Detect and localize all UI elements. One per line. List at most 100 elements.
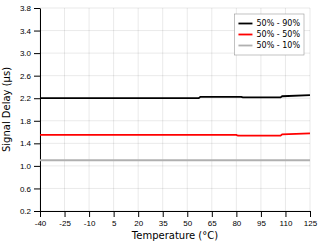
x-tick-label: -10 bbox=[84, 219, 96, 228]
axis-line bbox=[40, 9, 41, 212]
legend-item: 50% - 10% bbox=[238, 41, 300, 50]
series-line bbox=[40, 133, 310, 135]
x-tick-mark bbox=[236, 211, 237, 217]
x-tick-mark bbox=[187, 211, 188, 217]
series-line bbox=[40, 95, 310, 98]
x-tick-mark bbox=[138, 211, 139, 217]
x-tick-label: 20 bbox=[134, 219, 143, 228]
y-tick-label: 2.2 bbox=[20, 94, 32, 103]
x-tick-mark bbox=[261, 211, 262, 217]
y-tick: 1.0 bbox=[20, 162, 40, 171]
x-tick: 80 bbox=[232, 211, 241, 228]
plot: -40 -25 -10 5 20 35 50 65 80 95 110 125 0.2 0.6 1.0 1.4… bbox=[20, 4, 318, 228]
legend-swatch bbox=[238, 34, 252, 36]
y-tick-mark bbox=[34, 53, 40, 54]
grid-line-y bbox=[40, 211, 310, 212]
y-tick: 3.8 bbox=[20, 4, 40, 13]
x-tick-mark bbox=[212, 211, 213, 217]
x-axis: -40 -25 -10 5 20 35 50 65 80 95 110 125 bbox=[35, 211, 318, 228]
grid-line-x bbox=[138, 8, 139, 211]
x-tick-mark bbox=[65, 211, 66, 217]
grid-line-x bbox=[162, 8, 163, 211]
grid-line-x bbox=[310, 8, 311, 211]
x-tick: 5 bbox=[112, 211, 117, 228]
y-tick-label: 0.2 bbox=[20, 207, 32, 216]
y-tick: 0.6 bbox=[20, 185, 40, 194]
grid-line-y bbox=[40, 8, 310, 9]
y-tick-mark bbox=[34, 166, 40, 167]
x-tick: 20 bbox=[134, 211, 143, 228]
y-tick: 2.6 bbox=[20, 72, 40, 81]
x-tick-mark bbox=[163, 211, 164, 217]
legend-swatch bbox=[238, 45, 252, 47]
y-tick-label: 1.8 bbox=[20, 117, 32, 126]
x-tick-label: -25 bbox=[59, 219, 71, 228]
grid-line-x bbox=[113, 8, 114, 211]
chart: -40 -25 -10 5 20 35 50 65 80 95 110 125 0.2 0.6 1.0 1.4… bbox=[0, 0, 322, 243]
grid bbox=[40, 8, 310, 211]
y-tick-label: 2.6 bbox=[20, 72, 32, 81]
y-tick-mark bbox=[34, 8, 40, 9]
x-tick-mark bbox=[310, 211, 311, 217]
x-tick-label: 5 bbox=[112, 219, 117, 228]
x-tick: 35 bbox=[159, 211, 168, 228]
x-tick: -25 bbox=[59, 211, 71, 228]
x-tick: -10 bbox=[84, 211, 96, 228]
x-tick-mark bbox=[89, 211, 90, 217]
x-tick: -40 bbox=[35, 211, 47, 228]
y-tick-mark bbox=[34, 76, 40, 77]
lines bbox=[40, 95, 310, 160]
legend-label: 50% - 50% bbox=[256, 30, 300, 39]
axis-line bbox=[41, 211, 311, 212]
legend-item: 50% - 90% bbox=[238, 19, 300, 28]
legend-label: 50% - 10% bbox=[256, 41, 300, 50]
grid-line-x bbox=[211, 8, 212, 211]
legend: 50% - 90% 50% - 50% 50% - 10% bbox=[234, 14, 304, 55]
x-tick: 95 bbox=[257, 211, 266, 228]
y-tick-mark bbox=[34, 31, 40, 32]
grid-line-x bbox=[89, 8, 90, 211]
legend-item: 50% - 50% bbox=[238, 30, 300, 39]
x-tick-label: 35 bbox=[159, 219, 168, 228]
x-tick-label: 80 bbox=[232, 219, 241, 228]
x-tick: 50 bbox=[183, 211, 192, 228]
x-axis-title: Temperature (°C) bbox=[131, 230, 218, 241]
legend-swatch bbox=[238, 23, 252, 25]
y-tick-label: 3.8 bbox=[20, 4, 32, 13]
series-line bbox=[40, 159, 310, 161]
y-tick-mark bbox=[34, 211, 40, 212]
x-tick-label: 95 bbox=[257, 219, 266, 228]
grid-line-y bbox=[40, 120, 310, 121]
grid-line-y bbox=[40, 75, 310, 76]
x-tick: 110 bbox=[280, 211, 293, 228]
y-axis-title: Signal Delay (μs) bbox=[1, 67, 12, 152]
y-tick-mark bbox=[34, 188, 40, 189]
x-tick-label: 125 bbox=[304, 219, 318, 228]
y-tick-label: 3.4 bbox=[20, 27, 32, 36]
legend-label: 50% - 90% bbox=[256, 19, 300, 28]
y-tick: 0.2 bbox=[20, 207, 40, 216]
x-tick-label: 110 bbox=[280, 219, 293, 228]
grid-line-y bbox=[40, 165, 310, 166]
x-tick-label: -40 bbox=[35, 219, 47, 228]
x-tick-label: 65 bbox=[208, 219, 217, 228]
y-tick-mark bbox=[34, 121, 40, 122]
y-tick-mark bbox=[34, 143, 40, 144]
x-tick-mark bbox=[40, 211, 41, 217]
y-tick: 3.4 bbox=[20, 27, 40, 36]
legend-box bbox=[234, 14, 304, 55]
grid-line-x bbox=[40, 8, 41, 211]
y-tick: 1.4 bbox=[20, 139, 40, 148]
y-tick-label: 0.6 bbox=[20, 185, 32, 194]
y-tick-mark bbox=[34, 98, 40, 99]
y-tick: 3.0 bbox=[20, 49, 40, 58]
x-tick-mark bbox=[114, 211, 115, 217]
grid-line-y bbox=[40, 143, 310, 144]
y-axis: 0.2 0.6 1.0 1.4 1.8 2.2 2.6 3.0 3.4 3.8 bbox=[20, 4, 41, 216]
grid-line-x bbox=[187, 8, 188, 211]
grid-line-x bbox=[64, 8, 65, 211]
x-tick-mark bbox=[285, 211, 286, 217]
x-tick: 125 bbox=[304, 211, 318, 228]
y-tick: 1.8 bbox=[20, 117, 40, 126]
y-tick-label: 3.0 bbox=[20, 49, 32, 58]
